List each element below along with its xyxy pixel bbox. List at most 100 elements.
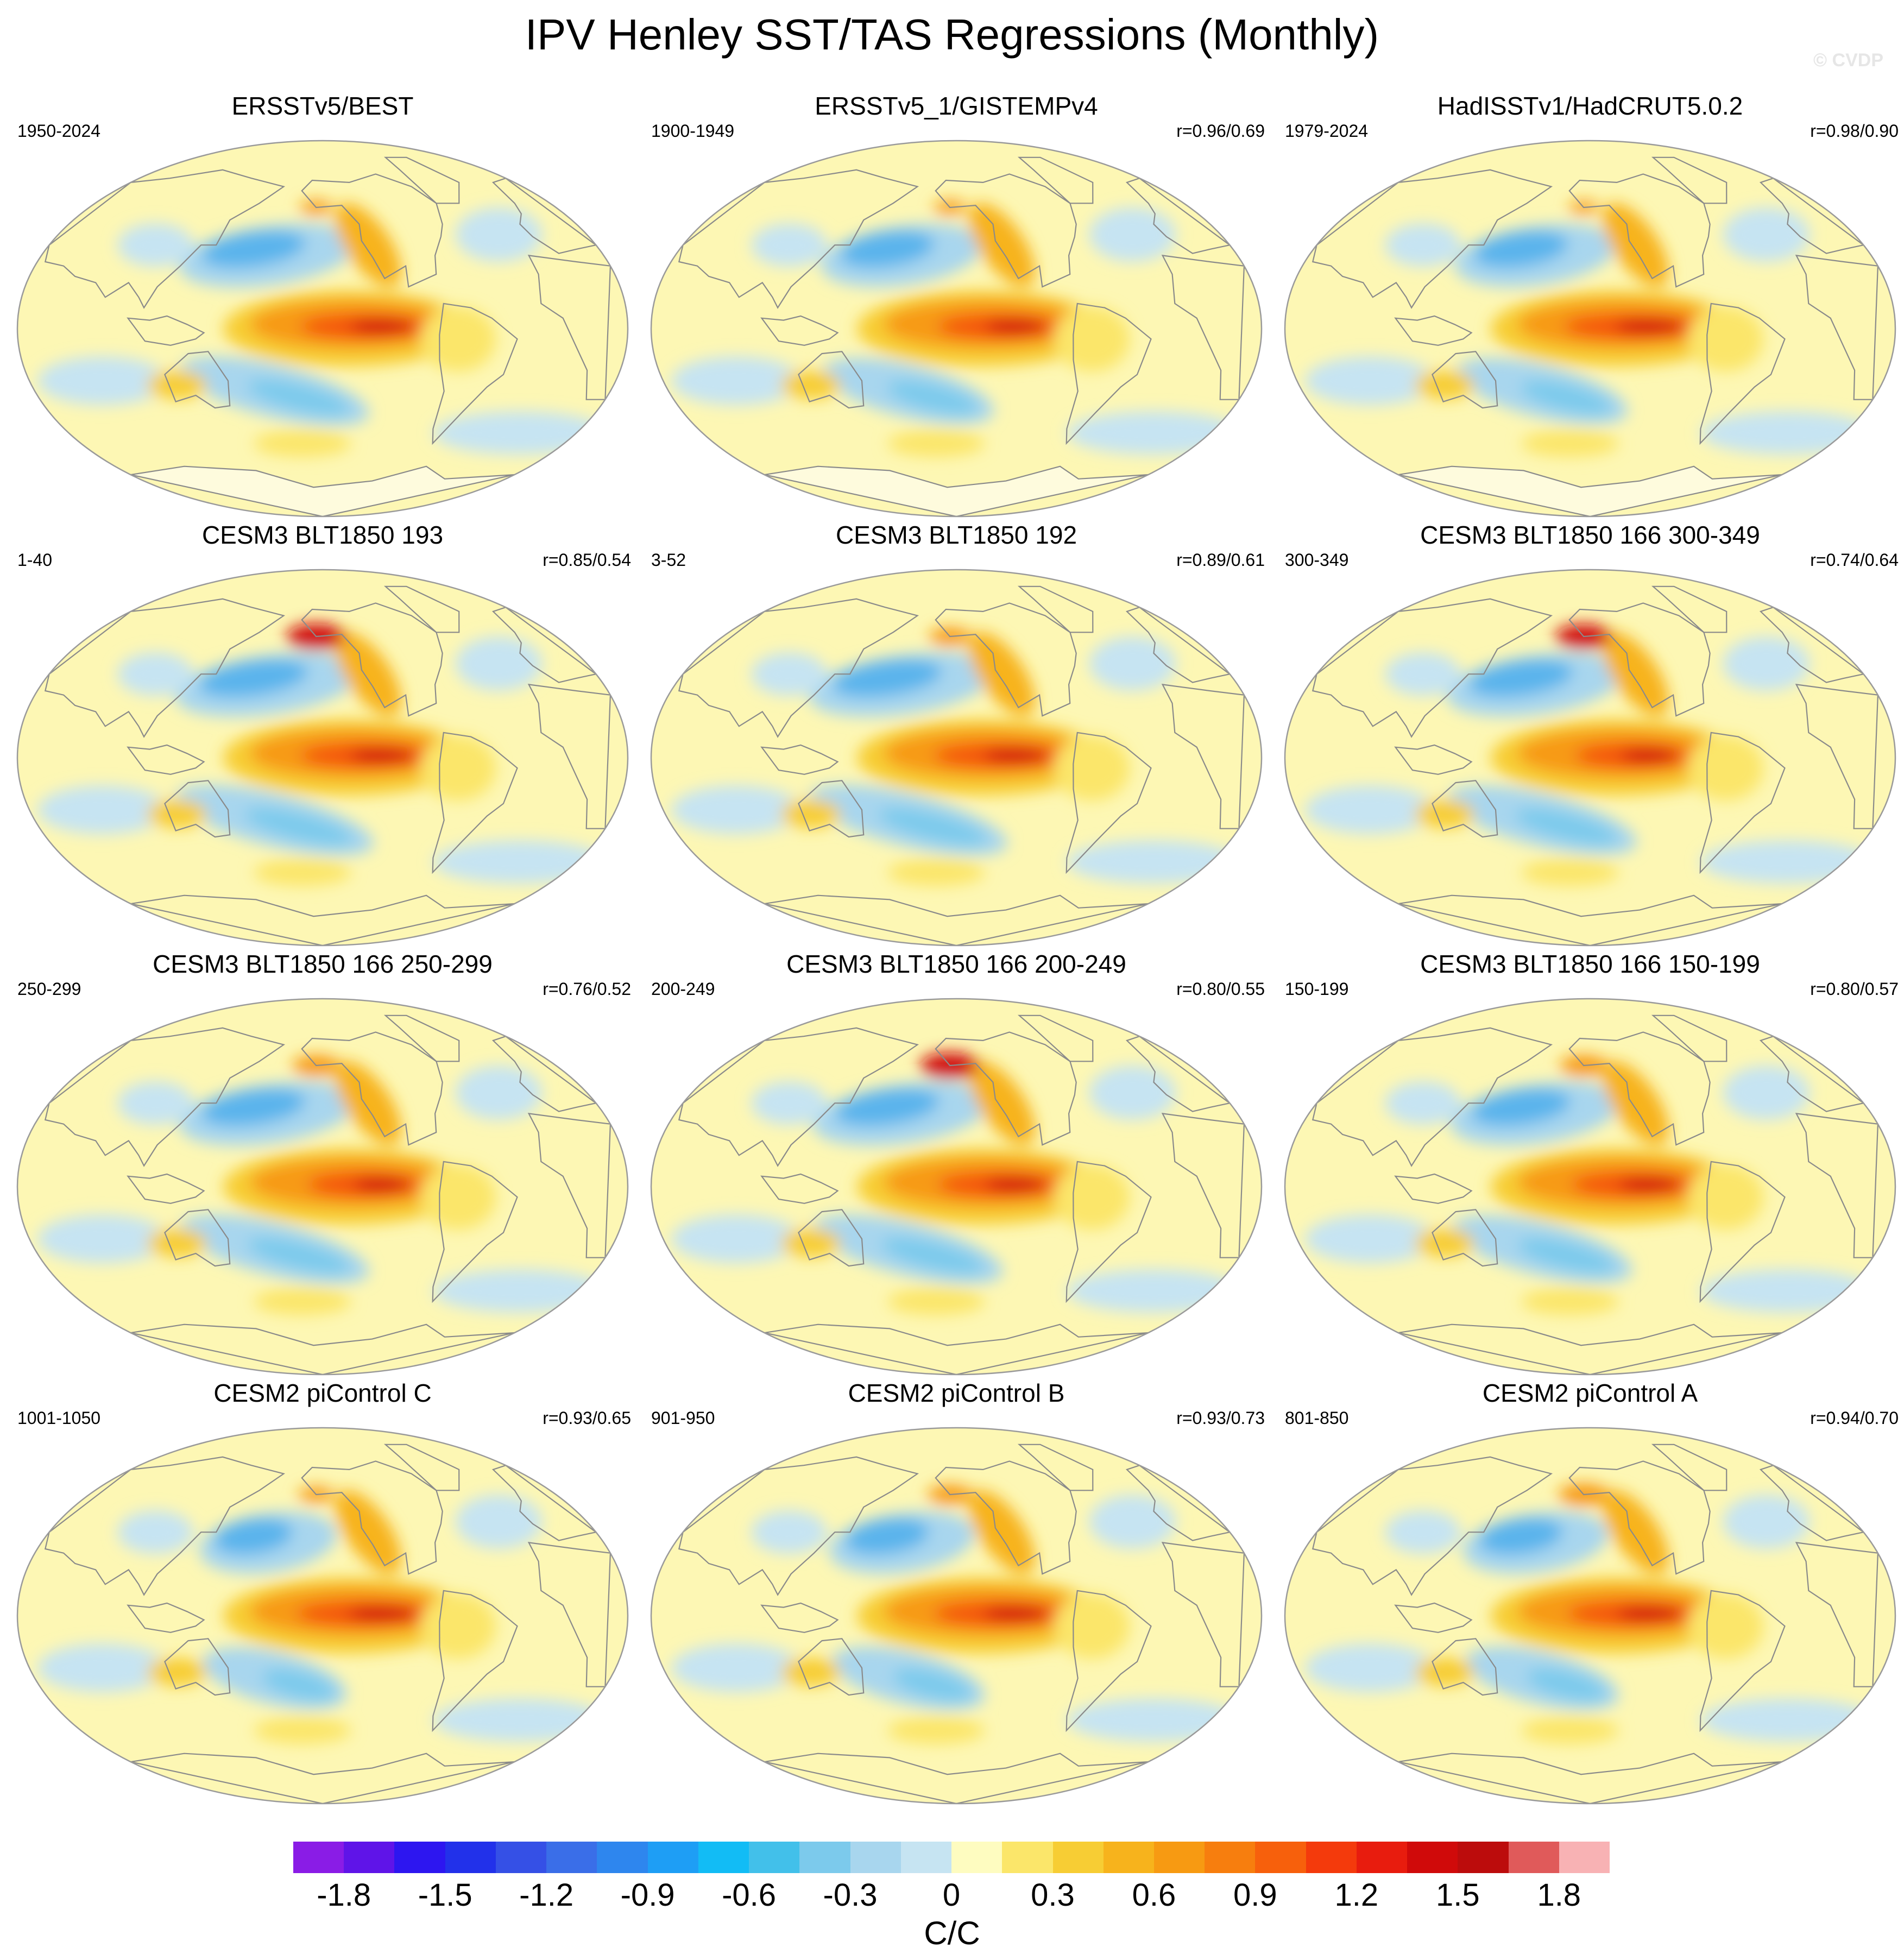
north-atlantic-cool [455,207,543,262]
south-pacific-cold-core [1527,1668,1606,1701]
coastline [764,465,1149,516]
regression-map [650,140,1263,518]
south-america-warm [420,306,496,372]
map-border [16,998,629,1376]
map-border [650,569,1263,947]
indian-ocean-cool [1305,1643,1436,1693]
coastline [527,255,611,400]
map-border [650,1427,1263,1805]
southern-pacific-warm-band [253,1717,351,1744]
southern-ocean-cool [1067,1698,1241,1742]
coastline [1398,1753,1782,1804]
coastline [301,173,443,288]
panel-period: 1979-2024 [1285,121,1369,141]
colorbar-swatch [647,1842,698,1873]
indian-ocean-cool [37,785,168,835]
panel-title: CESM3 BLT1850 166 300-349 [1420,521,1760,549]
map-panel: CESM2 piControl A 801-850 r=0.94/0.70 [1275,1377,1904,1806]
colorbar-tick-label: -1.8 [317,1877,371,1913]
north-atlantic-cool [455,1066,543,1120]
nino-region-peak [1619,1177,1680,1193]
coastline [1568,602,1711,717]
colorbar-swatch [394,1842,445,1873]
southern-pacific-warm-band [1521,1717,1619,1744]
coastline [432,732,518,874]
panel-period: 801-850 [1285,1408,1349,1428]
north-pacific-cold-core [199,659,308,697]
coastline [1398,894,1782,946]
south-pacific-cold-core [248,1237,350,1274]
map-panel: CESM3 BLT1850 166 300-349 300-349 r=0.74/0… [1275,519,1904,948]
indian-ocean-cool [671,1643,802,1693]
panel-correlation: r=0.80/0.57 [1810,979,1899,999]
panel-period: 150-199 [1285,979,1349,999]
coastline [1795,255,1879,400]
colorbar-swatch [1052,1842,1104,1873]
south-pacific-cold-core [1518,1238,1615,1274]
coastline [1699,1590,1786,1732]
coastline [1066,302,1152,445]
coastline [164,1638,231,1696]
southern-pacific-warm-band [1521,430,1619,457]
coastline [44,598,286,738]
colorbar-swatch [1103,1842,1154,1873]
panel-correlation: r=0.98/0.90 [1810,121,1899,141]
south-pacific-cold-core [1515,808,1618,844]
south-pacific-cold-core [1521,380,1612,415]
panel-period: 250-299 [17,979,81,999]
southern-pacific-warm-band [887,1717,985,1744]
regression-map [16,998,629,1376]
southern-pacific-warm-band [253,1288,351,1315]
coastline [130,1753,515,1804]
australia-warm [147,799,207,828]
coastline [383,585,460,633]
figure-title: IPV Henley SST/TAS Regressions (Monthly) [525,10,1379,59]
coastline [935,173,1077,288]
south-america-warm [1054,735,1130,801]
panel-title: CESM3 BLT1850 166 200-249 [786,950,1126,978]
coastline [491,177,598,254]
north-pacific-cold-core [835,1088,940,1126]
coastlines [44,156,611,516]
panel-title: CESM3 BLT1850 192 [835,521,1077,549]
map-panel: CESM3 BLT1850 166 250-299 250-299 r=0.76/0… [8,948,638,1377]
south-america-warm [1054,1164,1130,1230]
regression-map [16,140,629,518]
coastline [130,465,515,516]
australia-warm [780,799,841,828]
central-asia-cool [751,1081,828,1125]
central-asia-cool [117,1510,194,1554]
map-border [16,140,629,518]
north-atlantic-cool [455,636,543,691]
colorbar-tick-label: 1.5 [1435,1877,1480,1913]
coastline [1394,1602,1473,1633]
coastline [1651,156,1728,204]
coastline [1125,1035,1232,1112]
indian-ocean-cool [671,356,802,406]
coastlines [678,1444,1245,1804]
north-american-coastal-warm [968,1061,1036,1145]
north-atlantic-cool [1723,636,1810,691]
panel-title: CESM3 BLT1850 193 [201,521,444,549]
south-pacific-cold-core [881,1237,984,1274]
coastlines [678,156,1245,516]
colorbar-tick-label: -0.3 [823,1877,878,1913]
southern-ocean-cool [1700,411,1875,455]
coastline [1312,598,1553,738]
map-border [1284,569,1896,947]
panel-period: 3-52 [651,550,686,570]
coastline [798,1638,865,1696]
map-border [1284,998,1896,1376]
coastline [935,602,1077,717]
north-pacific-cold-core [833,659,942,697]
panel-period: 200-249 [651,979,715,999]
map-panel: ERSSTv5_1/GISTEMPv4 1900-1949 r=0.96/0.69 [641,90,1271,519]
map-border [1284,1427,1896,1805]
panel-title: ERSSTv5/BEST [231,92,414,120]
southern-ocean-cool [433,1698,607,1742]
southern-ocean-cool [1067,840,1241,884]
colorbar-swatch [293,1842,344,1873]
panel-title: CESM2 piControl C [213,1379,432,1407]
coastline [1125,1464,1232,1541]
colorbar-swatch [1205,1842,1256,1873]
